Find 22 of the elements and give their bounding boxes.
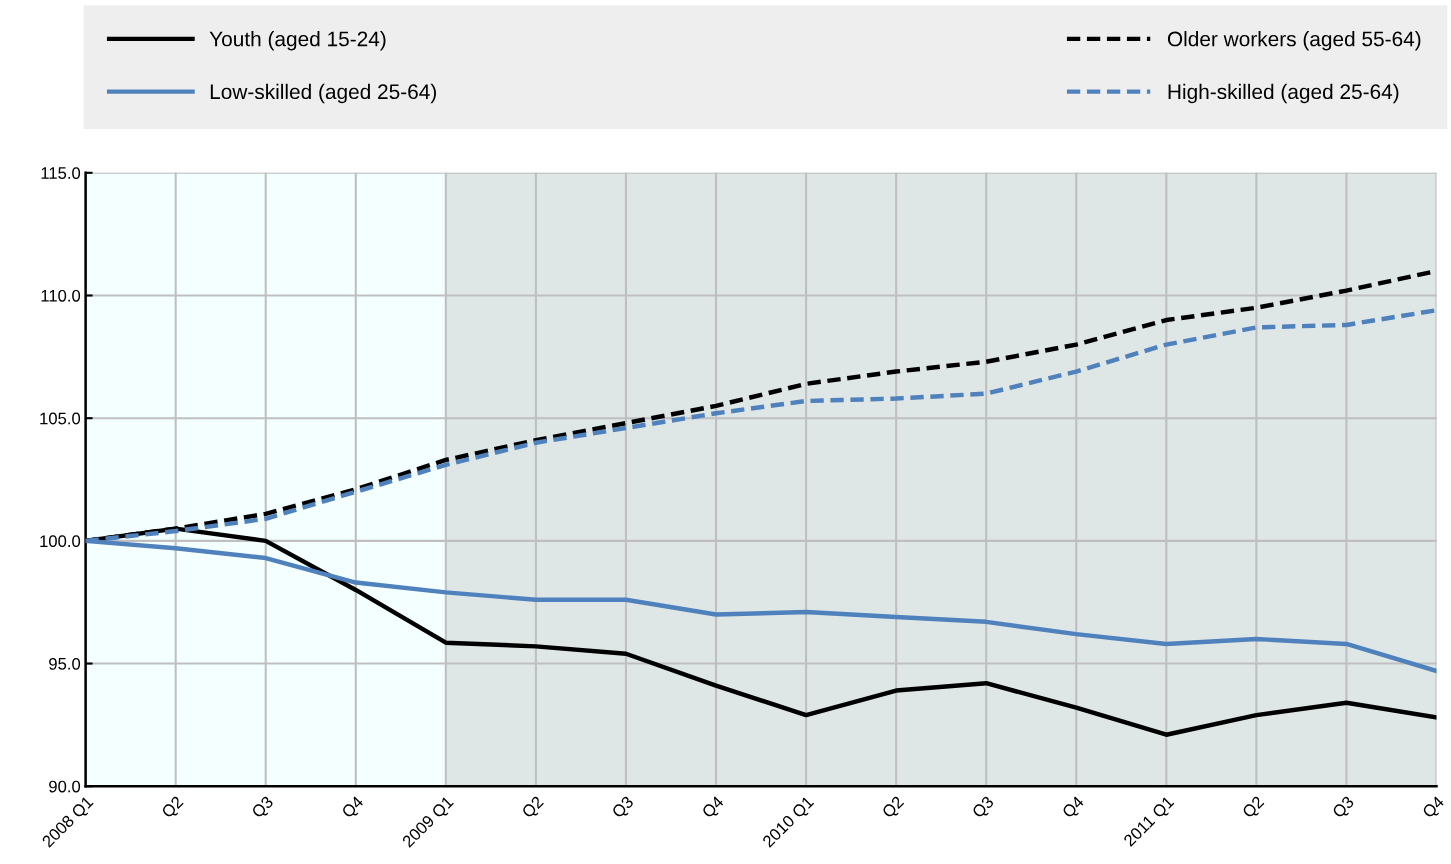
- x-tick-label: Q3: [1331, 795, 1357, 821]
- x-tick-label: Q4: [340, 795, 367, 821]
- legend-label: Youth (aged 15-24): [209, 31, 386, 51]
- legend-label: High-skilled (aged 25-64): [1168, 83, 1399, 104]
- x-tick-label: Q3: [250, 795, 276, 821]
- y-tick-label: 90.0: [49, 780, 81, 793]
- x-tick-label: Q2: [521, 795, 547, 821]
- x-tick-label: Q3: [611, 795, 637, 821]
- legend-label: Low-skilled (aged 25-64): [210, 83, 436, 104]
- x-tick-label: Q4: [1421, 795, 1447, 821]
- x-tick-label: Q3: [971, 795, 997, 821]
- y-tick-label: 95.0: [49, 657, 81, 670]
- x-tick-label: Q4: [701, 795, 727, 821]
- y-tick-label: 105.0: [40, 412, 81, 425]
- x-tick-label: Q2: [881, 795, 907, 821]
- y-tick-label: 115.0: [41, 167, 81, 179]
- y-tick-label: 100.0: [40, 535, 81, 548]
- x-tick-label: Q2: [1241, 795, 1267, 821]
- x-tick-label: Q2: [160, 795, 186, 821]
- y-tick-label: 110.0: [41, 289, 81, 302]
- x-tick-label: Q4: [1061, 795, 1087, 821]
- legend-label: Older workers (aged 55-64): [1167, 31, 1421, 51]
